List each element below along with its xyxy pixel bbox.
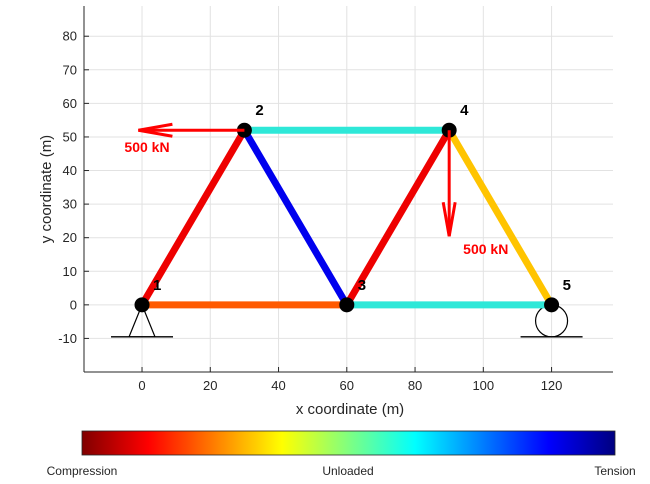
y-tick-label: 30: [63, 197, 77, 212]
x-tick-label: 20: [203, 378, 217, 393]
load-arrow-node-2: 500 kN: [124, 122, 245, 155]
plot-area: [84, 6, 613, 372]
truss-node-3: [339, 297, 355, 313]
node-label-2: 2: [255, 102, 263, 119]
truss-member-4-5: [446, 128, 555, 307]
truss-member-3-4: [343, 128, 453, 307]
y-tick-label: 50: [63, 129, 77, 144]
y-tick-label: -10: [58, 331, 77, 346]
truss-node-5: [544, 297, 560, 313]
load-label: 500 kN: [463, 241, 508, 257]
truss-node-1: [134, 297, 150, 313]
y-tick-label: 80: [63, 29, 77, 44]
colorbar-label-unloaded: Unloaded: [322, 464, 373, 478]
load-arrow-head: [138, 122, 173, 138]
load-arrow-node-4: 500 kN: [441, 130, 508, 257]
colorbar-label-compression: Compression: [47, 464, 118, 478]
node-label-1: 1: [153, 277, 161, 294]
x-tick-labels: 0 20 40 60 80 100 120: [138, 378, 562, 393]
x-axis-label: x coordinate (m): [296, 401, 404, 418]
y-tick-label: 10: [63, 264, 77, 279]
axes: [83, 6, 613, 373]
node-label-5: 5: [563, 277, 571, 294]
x-tick-label: 0: [138, 378, 145, 393]
x-tick-label: 80: [408, 378, 422, 393]
load-label: 500 kN: [124, 139, 169, 155]
x-tick-label: 100: [472, 378, 494, 393]
x-tick-label: 120: [541, 378, 563, 393]
y-tick-label: 70: [63, 62, 77, 77]
y-tick-labels: -10 0 10 20 30 40 50 60 70 80: [58, 29, 77, 346]
load-arrows: 500 kN 500 kN: [124, 122, 508, 257]
x-tick-label: 40: [271, 378, 285, 393]
load-arrow-head: [441, 201, 457, 237]
truss-member-1-2: [139, 128, 248, 307]
x-tick-label: 60: [340, 378, 354, 393]
truss-members: [139, 126, 555, 309]
colorbar: [81, 430, 616, 456]
colorbar-label-tension: Tension: [594, 464, 635, 478]
y-tick-label: 60: [63, 96, 77, 111]
node-label-4: 4: [460, 102, 469, 119]
y-tick-label: 20: [63, 230, 77, 245]
node-label-3: 3: [358, 277, 366, 294]
truss-member-2-3: [241, 128, 350, 307]
y-axis-label: y coordinate (m): [38, 135, 55, 243]
y-tick-label: 0: [70, 297, 77, 312]
y-tick-label: 40: [63, 163, 77, 178]
